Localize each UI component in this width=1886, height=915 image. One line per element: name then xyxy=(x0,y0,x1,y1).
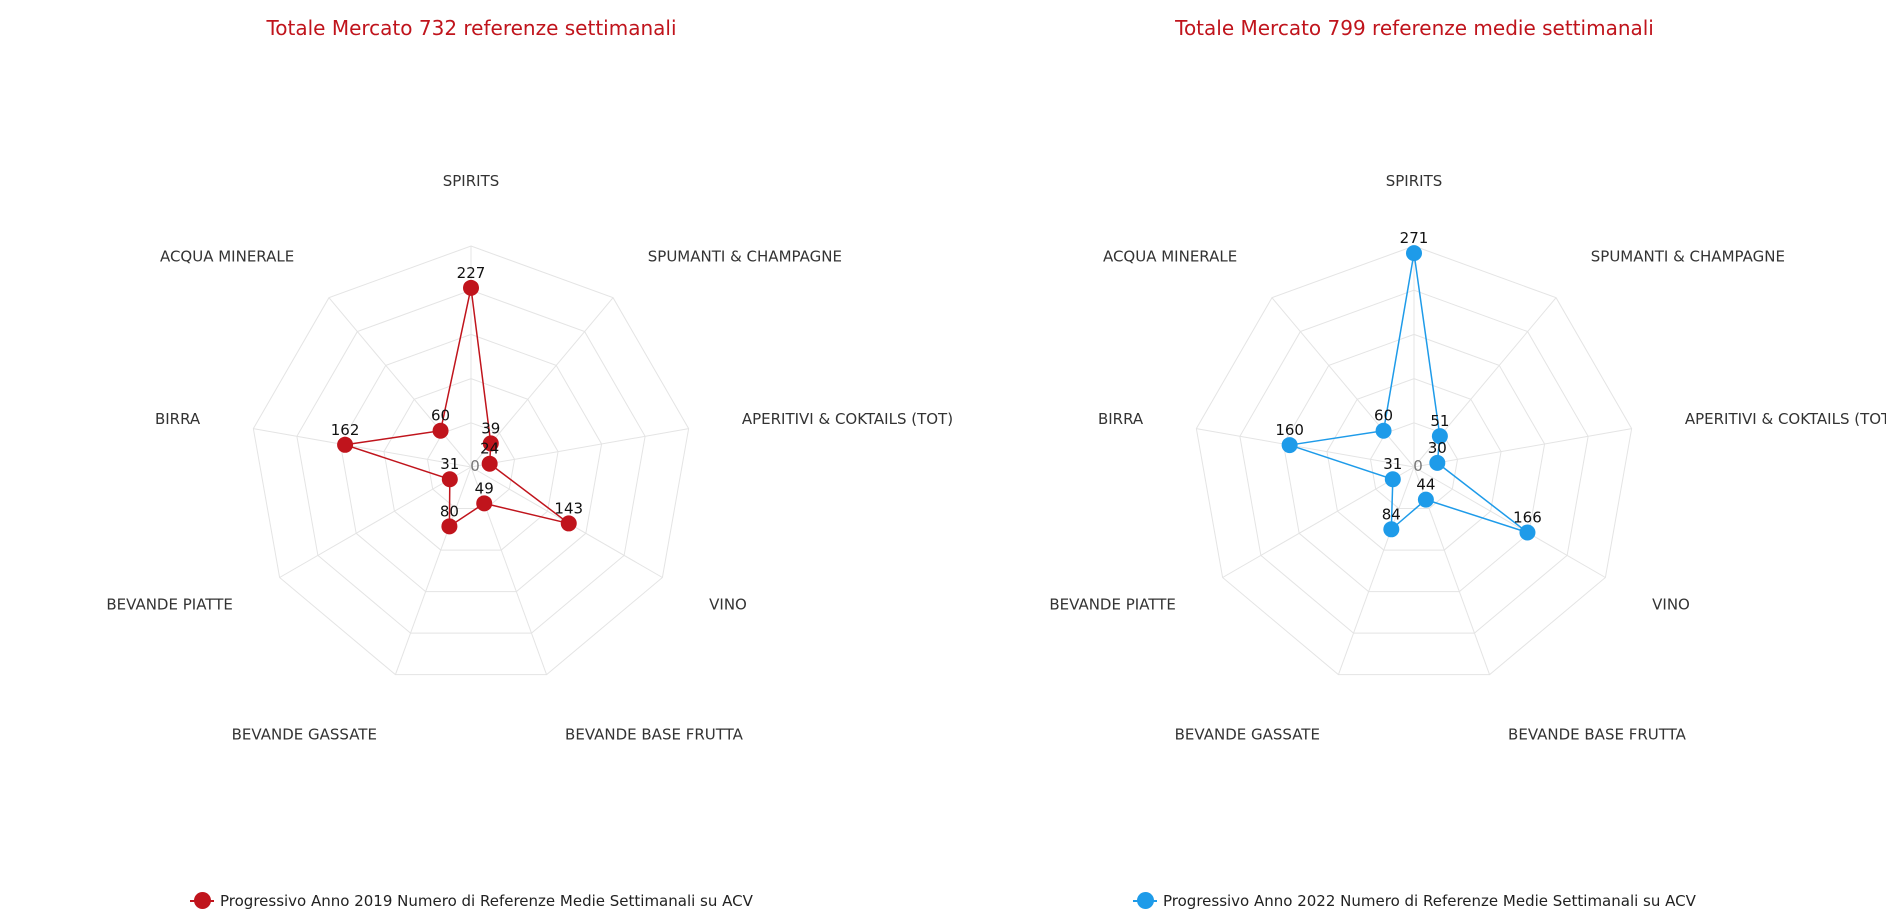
grid-ring xyxy=(1282,333,1546,593)
data-point-acqua-minerale xyxy=(1375,422,1392,439)
radar-panel-2022: Totale Mercato 799 referenze medie setti… xyxy=(943,0,1886,915)
grid-ring xyxy=(1369,422,1459,510)
grid-ring xyxy=(383,378,559,551)
grid-spoke xyxy=(328,297,472,468)
axis-label-birra: BIRRA xyxy=(1098,410,1144,428)
series-line xyxy=(344,287,570,528)
grid-ring xyxy=(1239,289,1589,634)
data-label-spirits: 271 xyxy=(1400,229,1429,247)
grid-ring xyxy=(1326,378,1502,551)
axis-label-aperitivi-coktails-tot: APERITIVI & COKTAILS (TOT) xyxy=(1685,410,1886,428)
axis-label-acqua-minerale: ACQUA MINERALE xyxy=(1103,247,1237,265)
center-tick-label: 0 xyxy=(470,457,480,475)
grid-spoke xyxy=(1413,466,1606,578)
grid-ring xyxy=(296,289,646,634)
grid-spoke xyxy=(253,428,472,468)
grid-ring xyxy=(339,333,603,593)
grid-spoke xyxy=(1222,466,1415,578)
grid-ring xyxy=(426,422,516,510)
axis-label-bevande-gassate: BEVANDE GASSATE xyxy=(1175,725,1320,743)
radar-panel-2019: Totale Mercato 732 referenze settimanali… xyxy=(106,16,953,910)
grid-ring xyxy=(1195,245,1633,676)
axis-label-vino: VINO xyxy=(709,596,747,614)
axis-label-spumanti-champagne: SPUMANTI & CHAMPAGNE xyxy=(1591,247,1785,265)
legend-label-2022: Progressivo Anno 2022 Numero di Referenz… xyxy=(1163,892,1696,910)
radar-chart-2022: SPIRITS SPUMANTI & CHAMPAGNE APERITIVI & C… xyxy=(1049,172,1886,743)
data-label-vino: 166 xyxy=(1513,509,1542,527)
grid-spoke xyxy=(279,466,472,578)
data-label-bevande-gassate: 84 xyxy=(1382,505,1401,523)
series-line xyxy=(1289,252,1528,534)
grid-spoke xyxy=(1271,297,1415,468)
data-point-spumanti-champagne xyxy=(482,435,499,452)
data-point-aperitivi-coktails-tot xyxy=(1429,454,1446,471)
data-label-bevande-base-frutta: 49 xyxy=(475,479,494,497)
axis-label-vino: VINO xyxy=(1652,596,1690,614)
axis-label-bevande-piatte: BEVANDE PIATTE xyxy=(1049,596,1175,614)
data-label-aperitivi-coktails-tot: 30 xyxy=(1428,439,1447,457)
chart-title-2022: Totale Mercato 799 referenze medie setti… xyxy=(1175,16,1654,40)
data-point-spumanti-champagne xyxy=(1431,428,1448,445)
axis-label-bevande-base-frutta: BEVANDE BASE FRUTTA xyxy=(1508,725,1687,743)
data-point-spirits xyxy=(463,279,479,296)
data-label-bevande-gassate: 80 xyxy=(440,502,459,520)
data-point-bevande-gassate xyxy=(1383,521,1400,538)
grid-spoke xyxy=(1413,428,1632,468)
axis-label-spirits: SPIRITS xyxy=(443,172,500,190)
legend-label-2019: Progressivo Anno 2019 Numero di Referenz… xyxy=(220,892,753,910)
axis-label-acqua-minerale: ACQUA MINERALE xyxy=(160,247,294,265)
legend-marker-2022 xyxy=(1133,892,1157,910)
axis-label-birra: BIRRA xyxy=(155,410,201,428)
data-label-birra: 160 xyxy=(1275,421,1304,439)
axis-label-aperitivi-coktails-tot: APERITIVI & COKTAILS (TOT) xyxy=(742,410,953,428)
data-point-bevande-base-frutta xyxy=(476,495,493,512)
data-label-spumanti-champagne: 51 xyxy=(1430,412,1449,430)
data-label-bevande-base-frutta: 44 xyxy=(1416,476,1435,494)
data-label-vino: 143 xyxy=(554,499,583,517)
data-point-birra xyxy=(337,436,354,453)
axis-label-bevande-base-frutta: BEVANDE BASE FRUTTA xyxy=(565,725,744,743)
axis-label-bevande-gassate: BEVANDE GASSATE xyxy=(232,725,377,743)
data-point-vino xyxy=(560,515,577,532)
data-label-bevande-piatte: 31 xyxy=(440,455,459,473)
data-point-bevande-gassate xyxy=(441,518,458,535)
data-point-bevande-piatte xyxy=(1384,471,1401,488)
radar-chart-2019: SPIRITS SPUMANTI & CHAMPAGNE APERITIVI & C… xyxy=(106,172,953,743)
legend-2022: Progressivo Anno 2022 Numero di Referenz… xyxy=(1133,892,1696,910)
data-point-vino xyxy=(1519,524,1536,541)
data-label-acqua-minerale: 60 xyxy=(431,407,450,425)
data-point-birra xyxy=(1281,437,1298,454)
grid-spoke xyxy=(1337,466,1415,675)
axis-label-spumanti-champagne: SPUMANTI & CHAMPAGNE xyxy=(648,247,842,265)
data-point-spirits xyxy=(1406,245,1422,262)
axis-label-spirits: SPIRITS xyxy=(1386,172,1443,190)
data-label-aperitivi-coktails-tot: 24 xyxy=(480,440,499,458)
data-label-spumanti-champagne: 39 xyxy=(481,419,500,437)
data-point-bevande-piatte xyxy=(441,471,458,488)
data-label-birra: 162 xyxy=(331,421,360,439)
data-point-acqua-minerale xyxy=(432,422,449,439)
grid-spoke xyxy=(470,428,689,468)
grid-spoke xyxy=(394,466,472,675)
chart-title-2019: Totale Mercato 732 referenze settimanali xyxy=(266,16,677,40)
data-label-bevande-piatte: 31 xyxy=(1383,455,1402,473)
data-point-bevande-base-frutta xyxy=(1417,491,1434,508)
axis-label-bevande-piatte: BEVANDE PIATTE xyxy=(106,596,232,614)
data-label-spirits: 227 xyxy=(457,264,486,282)
data-point-aperitivi-coktails-tot xyxy=(481,455,498,472)
grid-ring xyxy=(252,245,690,676)
legend-marker-2019 xyxy=(190,892,214,910)
center-tick-label: 0 xyxy=(1413,457,1423,475)
data-label-acqua-minerale: 60 xyxy=(1374,407,1393,425)
grid-spoke xyxy=(1196,428,1415,468)
legend-2019: Progressivo Anno 2019 Numero di Referenz… xyxy=(190,892,753,910)
